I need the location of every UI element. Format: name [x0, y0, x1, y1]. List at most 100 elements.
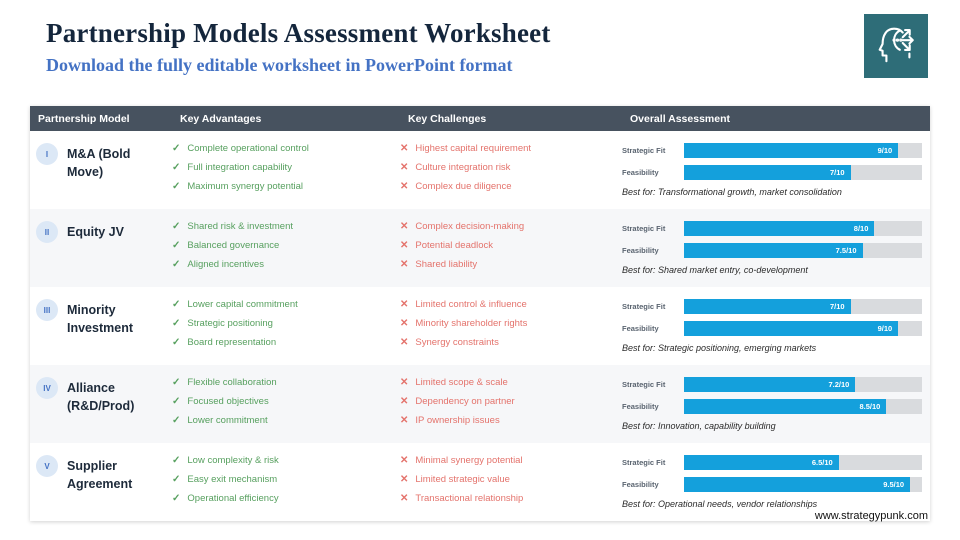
challenge-text: Culture integration risk: [415, 162, 511, 174]
challenge-item: ✕ Highest capital requirement: [400, 144, 622, 154]
score-bar-track: 6.5/10: [684, 455, 922, 470]
assessment-cell: Strategic Fit 9/10 Feasibility 7/10 Best for…: [622, 141, 930, 201]
model-cell: III Minority Investment: [30, 297, 172, 357]
model-numeral-badge: I: [36, 143, 58, 165]
score-value: 9/10: [877, 146, 893, 155]
score-bar-track: 8/10: [684, 221, 922, 236]
challenges-list: ✕ Minimal synergy potential ✕ Limited strat…: [400, 453, 622, 513]
challenge-item: ✕ Potential deadlock: [400, 241, 622, 251]
check-icon: ✓: [172, 474, 181, 485]
advantage-text: Easy exit mechanism: [187, 474, 278, 486]
score-value: 7.2/10: [828, 380, 850, 389]
column-header-key-advantages: Key Advantages: [180, 112, 262, 125]
cross-icon: ✕: [400, 143, 409, 154]
cross-icon: ✕: [400, 318, 409, 329]
score-bar-fill: 7/10: [684, 299, 851, 314]
check-icon: ✓: [172, 337, 181, 348]
challenge-item: ✕ IP ownership issues: [400, 416, 622, 426]
advantage-item: ✓ Board representation: [172, 338, 400, 348]
check-icon: ✓: [172, 299, 181, 310]
score-bar-fill: 7.5/10: [684, 243, 863, 258]
check-icon: ✓: [172, 143, 181, 154]
advantage-item: ✓ Easy exit mechanism: [172, 475, 400, 485]
assessment-bar-label: Strategic Fit: [622, 302, 666, 311]
challenge-item: ✕ Complex decision-making: [400, 222, 622, 232]
score-value: 8.5/10: [859, 402, 881, 411]
score-bar-track: 7.2/10: [684, 377, 922, 392]
check-icon: ✓: [172, 259, 181, 270]
assessment-bar-label: Strategic Fit: [622, 380, 666, 389]
advantage-text: Flexible collaboration: [187, 377, 277, 389]
advantage-text: Maximum synergy potential: [187, 181, 304, 193]
check-icon: ✓: [172, 162, 181, 173]
check-icon: ✓: [172, 396, 181, 407]
challenges-list: ✕ Highest capital requirement ✕ Culture int…: [400, 141, 622, 201]
challenge-text: Complex decision-making: [415, 221, 525, 233]
model-numeral-badge: IV: [36, 377, 58, 399]
model-cell: II Equity JV: [30, 219, 172, 279]
cross-icon: ✕: [400, 240, 409, 251]
assessment-bar-label: Feasibility: [622, 246, 659, 255]
assessment-table: Partnership Model Key Advantages Key Cha…: [30, 106, 930, 521]
advantages-list: ✓ Shared risk & investment ✓ Balanced gover…: [172, 219, 400, 279]
advantage-item: ✓ Low complexity & risk: [172, 456, 400, 466]
advantage-item: ✓ Balanced governance: [172, 241, 400, 251]
advantage-text: Focused objectives: [187, 396, 269, 408]
cross-icon: ✕: [400, 162, 409, 173]
challenge-text: Minimal synergy potential: [415, 455, 523, 467]
score-value: 9.5/10: [883, 480, 905, 489]
assessment-bar-label: Strategic Fit: [622, 224, 666, 233]
advantage-item: ✓ Shared risk & investment: [172, 222, 400, 232]
score-value: 7.5/10: [835, 246, 857, 255]
table-row: V Supplier Agreement ✓ Low complexity & ris…: [30, 443, 930, 521]
challenge-text: Minority shareholder rights: [415, 318, 528, 330]
assessment-bar-label: Strategic Fit: [622, 458, 666, 467]
challenges-list: ✕ Limited scope & scale ✕ Dependency on par…: [400, 375, 622, 435]
score-value: 7/10: [829, 168, 845, 177]
page-title: Partnership Models Assessment Worksheet: [46, 18, 551, 48]
assessment-bar-label: Feasibility: [622, 402, 659, 411]
challenge-text: Highest capital requirement: [415, 143, 532, 155]
cross-icon: ✕: [400, 415, 409, 426]
model-numeral-badge: II: [36, 221, 58, 243]
advantages-list: ✓ Low complexity & risk ✓ Easy exit mechani…: [172, 453, 400, 513]
assessment-bar-row: Strategic Fit 7.2/10: [622, 377, 922, 392]
model-numeral-badge: III: [36, 299, 58, 321]
cross-icon: ✕: [400, 493, 409, 504]
score-value: 7/10: [829, 302, 845, 311]
cross-icon: ✕: [400, 181, 409, 192]
challenge-item: ✕ Transactional relationship: [400, 494, 622, 504]
challenge-text: Shared liability: [415, 259, 478, 271]
table-row: I M&A (Bold Move) ✓ Complete operational co…: [30, 131, 930, 209]
assessment-bar-row: Feasibility 8.5/10: [622, 399, 922, 414]
score-bar-fill: 9/10: [684, 143, 899, 158]
assessment-bar-row: Strategic Fit 6.5/10: [622, 455, 922, 470]
advantage-text: Full integration capability: [187, 162, 292, 174]
assessment-bar-label: Feasibility: [622, 168, 659, 177]
cross-icon: ✕: [400, 377, 409, 388]
advantages-list: ✓ Complete operational control ✓ Full integ…: [172, 141, 400, 201]
score-bar-track: 8.5/10: [684, 399, 922, 414]
assessment-cell: Strategic Fit 7/10 Feasibility 9/10 Best for…: [622, 297, 930, 357]
check-icon: ✓: [172, 415, 181, 426]
model-cell: IV Alliance (R&D/Prod): [30, 375, 172, 435]
score-value: 9/10: [877, 324, 893, 333]
best-for-text: Best for: Strategic positioning, emergin…: [622, 343, 817, 353]
challenge-item: ✕ Limited scope & scale: [400, 378, 622, 388]
advantage-item: ✓ Flexible collaboration: [172, 378, 400, 388]
slide-header: Partnership Models Assessment Worksheet …: [46, 18, 914, 76]
check-icon: ✓: [172, 221, 181, 232]
cross-icon: ✕: [400, 299, 409, 310]
score-value: 6.5/10: [811, 458, 833, 467]
table-row: III Minority Investment ✓ Lower capital com…: [30, 287, 930, 365]
cross-icon: ✕: [400, 337, 409, 348]
score-bar-fill: 7.2/10: [684, 377, 856, 392]
advantage-item: ✓ Aligned incentives: [172, 260, 400, 270]
challenge-item: ✕ Complex due diligence: [400, 182, 622, 192]
challenges-list: ✕ Limited control & influence ✕ Minority sh…: [400, 297, 622, 357]
assessment-bar-label: Strategic Fit: [622, 146, 666, 155]
challenge-text: Limited scope & scale: [415, 377, 508, 389]
table-body: I M&A (Bold Move) ✓ Complete operational co…: [30, 131, 930, 521]
model-cell: V Supplier Agreement: [30, 453, 172, 513]
score-bar-fill: 6.5/10: [684, 455, 839, 470]
